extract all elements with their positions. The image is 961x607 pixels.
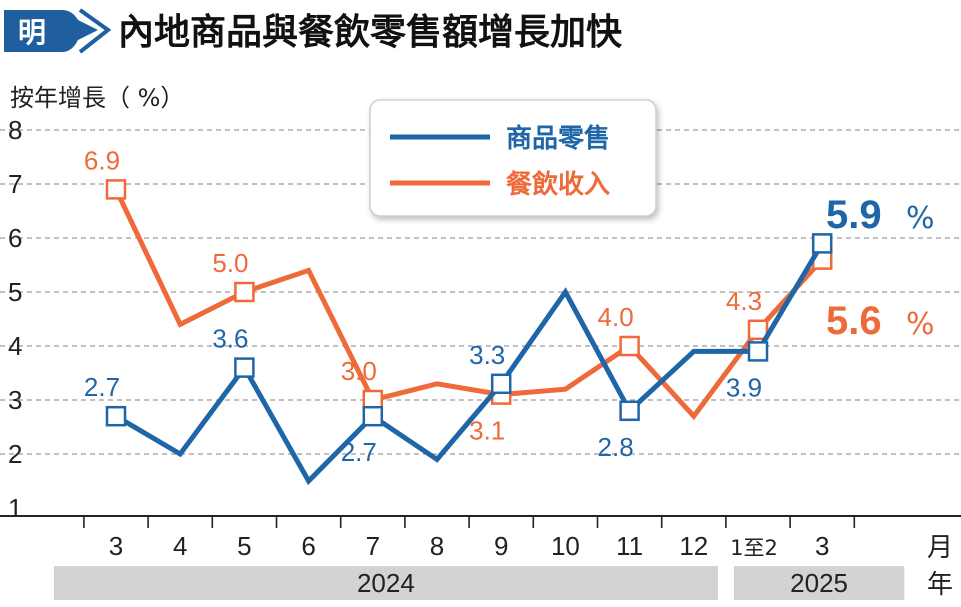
data-marker <box>747 319 769 341</box>
x-tick-label: 11 <box>616 531 643 561</box>
data-label: 3.6 <box>212 324 248 354</box>
y-tick-label: 2 <box>8 439 22 469</box>
page-title: 內地商品與餐飲零售額增長加快 <box>118 12 623 53</box>
data-marker <box>234 281 255 303</box>
data-label: 5.0 <box>212 248 248 278</box>
y-tick-label: 7 <box>8 169 22 199</box>
data-label: 4.0 <box>598 302 634 332</box>
data-marker <box>490 373 512 395</box>
x-tick-label: 7 <box>366 531 380 561</box>
data-label: 2.8 <box>598 432 634 462</box>
highlight-catering-value: 5.6 <box>826 299 882 343</box>
data-marker <box>619 400 640 422</box>
data-marker <box>362 405 384 427</box>
x-tick-label: 9 <box>494 531 508 561</box>
y-tick-label: 5 <box>8 277 22 307</box>
year-label: 2025 <box>790 568 848 598</box>
year-band-bg <box>53 566 718 600</box>
series-line-goods <box>114 242 825 486</box>
highlight-goods: 5.9 % <box>826 193 935 237</box>
header: 明 內地商品與餐飲零售額增長加快 <box>4 8 623 54</box>
x-tick-label: 4 <box>173 531 187 561</box>
data-label: 3.0 <box>341 356 377 386</box>
logo-chevron-icon <box>78 8 112 54</box>
legend-box <box>369 99 657 217</box>
y-tick-label: 3 <box>8 385 22 415</box>
y-tick-labels: 1 2 3 4 5 6 7 8 <box>8 115 22 523</box>
data-label: 6.9 <box>84 145 120 175</box>
data-label: 2.7 <box>341 437 377 467</box>
data-marker <box>105 405 127 427</box>
legend-label-catering: 餐飲收入 <box>506 169 610 200</box>
year-label: 2024 <box>357 568 415 598</box>
data-label: 2.7 <box>84 372 120 402</box>
data-marker <box>747 341 769 362</box>
highlight-goods-value: 5.9 <box>826 193 882 237</box>
x-axis-unit-label: 月 <box>927 533 953 563</box>
data-marker <box>234 357 255 378</box>
data-label: 3.3 <box>469 340 505 370</box>
x-tick-label: 5 <box>237 531 251 561</box>
logo-badge <box>4 10 98 52</box>
legend: 商品零售 餐飲收入 <box>369 99 657 217</box>
x-tick-label: 10 <box>551 531 580 561</box>
y-tick-label: 4 <box>8 331 22 361</box>
year-band-bg <box>733 566 905 600</box>
x-tick-label: 8 <box>430 531 444 561</box>
y-tick-label: 8 <box>8 115 22 145</box>
year-axis-unit-label: 年 <box>927 570 953 600</box>
legend-label-goods: 商品零售 <box>506 123 610 154</box>
series-layer <box>105 179 833 486</box>
y-tick-label: 1 <box>8 493 22 523</box>
highlight-goods-unit: % <box>906 201 935 236</box>
y-axis-label: 按年增長（ %） <box>10 84 184 112</box>
highlight-catering: 5.6 % <box>826 299 935 343</box>
data-marker <box>811 233 833 254</box>
data-label: 3.1 <box>469 416 505 446</box>
series-line-catering <box>113 188 825 421</box>
x-tick-label: 3 <box>815 531 829 561</box>
data-marker <box>619 335 640 357</box>
data-marker <box>105 179 127 200</box>
logo-char: 明 <box>18 16 46 49</box>
x-tick-label: 1至2 <box>730 536 778 560</box>
data-label: 3.9 <box>726 372 762 402</box>
x-axis: 3 4 5 6 7 8 9 10 11 12 1至2 3 <box>0 515 961 561</box>
year-band: 2024 2025 <box>53 566 905 600</box>
data-labels: 2.7 3.6 2.7 3.3 2.8 3.9 6.9 5.0 3.0 3.1 4.0 4.3 <box>84 145 762 467</box>
data-label: 4.3 <box>726 286 762 316</box>
x-tick-label: 3 <box>109 531 123 561</box>
y-tick-label: 6 <box>8 223 22 253</box>
x-tick-label: 6 <box>301 531 315 561</box>
highlight-catering-unit: % <box>906 307 935 342</box>
x-tick-label: 12 <box>679 531 708 561</box>
